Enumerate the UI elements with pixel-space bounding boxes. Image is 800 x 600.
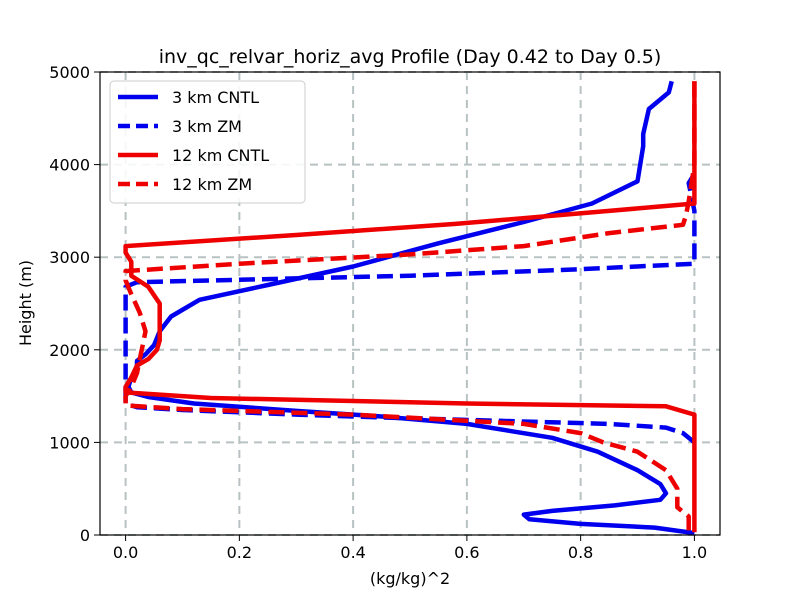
legend-label-12-km-zm: 12 km ZM (172, 175, 252, 194)
legend-box (109, 80, 306, 204)
legend-label-12-km-cntl: 12 km CNTL (172, 146, 269, 165)
y-tick-label: 1000 (49, 433, 90, 452)
y-axis-title: Height (m) (16, 260, 35, 346)
series-line-12-km-zm (123, 81, 697, 531)
axis-ticks: 0.0 0.2 0.4 0.6 0.8 1.0 0 1000 2000 3000 4000 5000 (49, 63, 707, 562)
chart-title: inv_qc_relvar_horiz_avg Profile (Day 0.4… (159, 46, 662, 68)
series-line-3-km-cntl (126, 80, 695, 536)
series-line-3-km-zm (123, 172, 697, 445)
y-tick-label: 0 (80, 526, 90, 545)
x-tick-label: 0.4 (340, 543, 365, 562)
x-tick-label: 0.8 (568, 543, 593, 562)
x-tick-label: 0.2 (227, 543, 252, 562)
plot-frame (99, 71, 721, 536)
series-lines (123, 80, 697, 536)
y-tick-label: 5000 (49, 63, 90, 82)
y-tick-label: 3000 (49, 248, 90, 267)
x-tick-label: 1.0 (682, 543, 707, 562)
series-line-12-km-cntl (123, 81, 697, 533)
x-axis-title: (kg/kg)^2 (370, 569, 450, 588)
y-tick-label: 4000 (49, 156, 90, 175)
legend-label-3-km-zm: 3 km ZM (172, 117, 242, 136)
x-tick-label: 0.6 (454, 543, 479, 562)
legend-label-3-km-cntl: 3 km CNTL (172, 88, 259, 107)
y-tick-label: 2000 (49, 341, 90, 360)
x-tick-label: 0.0 (113, 543, 138, 562)
legend: 3 km CNTL 3 km ZM 12 km CNTL 12 km ZM (109, 80, 306, 204)
